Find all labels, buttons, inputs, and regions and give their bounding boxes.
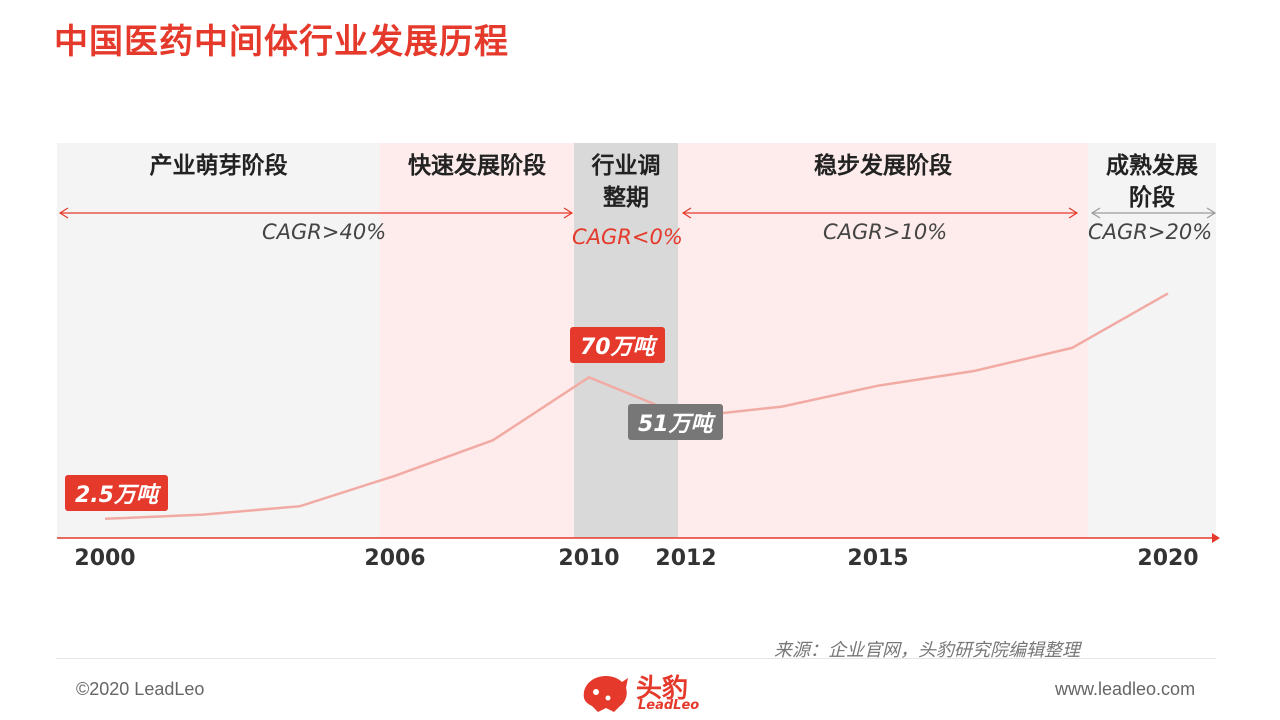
x-tick-2020: 2020 <box>1137 546 1199 571</box>
cagr-label-2: CAGR<0% <box>572 225 683 249</box>
source-note: 来源：企业官网，头豹研究院编辑整理 <box>774 640 1080 661</box>
logo-subtext: LeadLeo <box>638 698 700 713</box>
stage-band-2 <box>380 143 574 538</box>
stage-name-5: 成熟发展 阶段 <box>1106 153 1198 211</box>
cagr-label-3: CAGR>10% <box>823 220 948 244</box>
x-axis-arrowhead <box>1212 533 1220 543</box>
stage-name-4: 稳步发展阶段 <box>814 153 952 179</box>
data-label-dip: 51万吨 <box>628 404 723 440</box>
stage-band-1 <box>57 143 380 538</box>
data-label-peak: 70万吨 <box>570 327 665 363</box>
stage-name-1: 产业萌芽阶段 <box>149 153 288 179</box>
logo-text: 头豹 <box>636 674 689 704</box>
stage-band-5 <box>1088 143 1216 538</box>
stage-name-2: 快速发展阶段 <box>408 153 546 179</box>
x-tick-2012: 2012 <box>655 546 717 571</box>
x-tick-2010: 2010 <box>558 546 620 571</box>
leadleo-logo: 头豹 LeadLeo <box>578 666 718 720</box>
series-line <box>104 292 1169 521</box>
stage-name-3: 行业调 整期 <box>591 153 661 211</box>
x-tick-2006: 2006 <box>364 546 426 571</box>
page-title: 中国医药中间体行业发展历程 <box>54 22 509 62</box>
cagr-label-4: CAGR>20% <box>1088 220 1213 244</box>
leopard-icon <box>583 676 628 712</box>
stage-band-4 <box>678 143 1088 538</box>
cagr-label-1: CAGR>40% <box>262 220 387 244</box>
data-label-start: 2.5万吨 <box>65 475 168 511</box>
footer-divider <box>56 658 1216 659</box>
website-link[interactable]: www.leadleo.com <box>1055 679 1196 699</box>
copyright: ©2020 LeadLeo <box>76 679 205 699</box>
x-tick-2000: 2000 <box>74 546 136 571</box>
x-tick-2015: 2015 <box>847 546 909 571</box>
